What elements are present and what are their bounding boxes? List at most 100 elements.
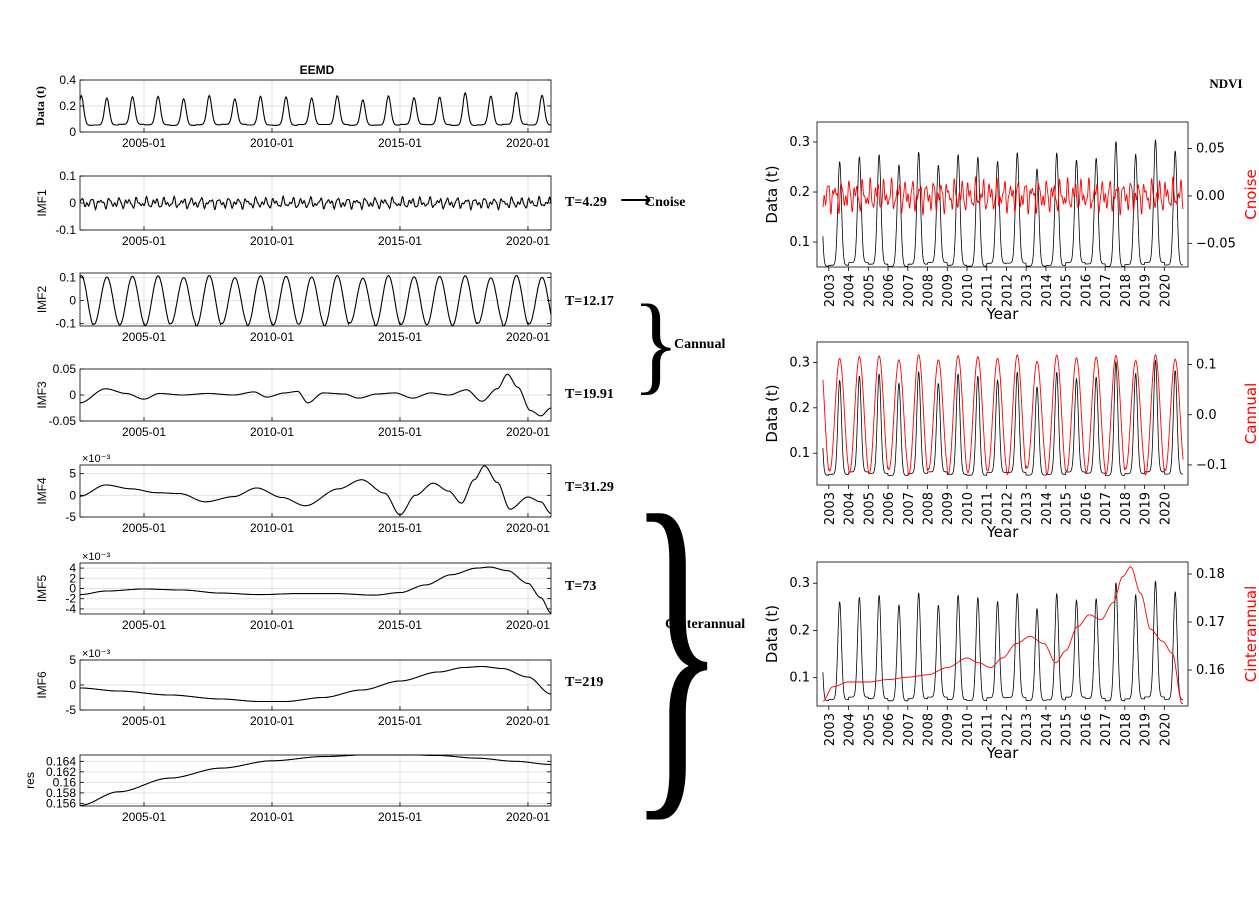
x-tick-label: 2019 xyxy=(1139,713,1154,746)
x-tick-label: 2018 xyxy=(1119,492,1134,525)
x-tick-label: 2005-01 xyxy=(122,810,166,824)
x-tick-label: 2010 xyxy=(961,713,976,746)
x-tick-label: 2020-01 xyxy=(506,810,550,824)
eemd-panel: -0.1 0 0.1 2005-01 2010-01 2015-01 2020-01 IMF1… xyxy=(35,169,607,248)
x-tick-label: 2005-01 xyxy=(122,136,166,150)
period-label: T=73 xyxy=(565,579,596,594)
series-line xyxy=(822,139,1184,267)
x-tick-label: 2011 xyxy=(981,713,996,746)
y2-axis-label: Cannual xyxy=(1242,383,1259,445)
y2-tick-label: 0.00 xyxy=(1196,189,1225,204)
y-tick-label: 0.162 xyxy=(46,765,76,779)
x-tick-label: 2005-01 xyxy=(122,425,166,439)
y-tick-label: -5 xyxy=(65,703,76,717)
x-tick-label: 2007 xyxy=(902,713,917,746)
y-tick-label: -5 xyxy=(65,510,76,524)
series-line xyxy=(79,274,552,327)
y-tick-label: 0.158 xyxy=(46,786,76,800)
y-tick-label: 0 xyxy=(69,582,76,596)
x-tick-label: 2005-01 xyxy=(122,521,166,535)
x-tick-label: 2014 xyxy=(1040,274,1055,307)
eemd-panel: -5 0 5 2005-01 2010-01 2015-01 2020-01 IMF4 ×10⁻… xyxy=(35,453,614,535)
x-tick-label: 2020-01 xyxy=(506,521,550,535)
y2-tick-label: 0.18 xyxy=(1196,567,1225,582)
axes-frame xyxy=(79,754,552,807)
x-tick-label: 2009 xyxy=(941,492,956,525)
series-line xyxy=(79,194,552,212)
x-tick-label: 2007 xyxy=(902,274,917,307)
brace-icon-annual: } xyxy=(632,282,680,404)
y-tick-label: 0.3 xyxy=(789,355,810,370)
x-tick-label: 2005-01 xyxy=(122,618,166,632)
period-label: T=219 xyxy=(565,675,603,690)
y-tick-label: 0.164 xyxy=(46,754,76,768)
y-axis-label: IMF5 xyxy=(35,575,49,603)
x-tick-label: 2019 xyxy=(1139,492,1154,525)
y-tick-label: -2 xyxy=(65,592,76,606)
x-tick-label: 2017 xyxy=(1099,492,1114,525)
y-tick-label: 0 xyxy=(69,388,76,402)
axes-frame xyxy=(79,272,552,327)
ndvi-panel: 0.1 0.2 0.3 −0.05 0.00 0.05 2003 2004 2005 2006 20… xyxy=(763,121,1259,323)
y-tick-label: 5 xyxy=(69,467,76,481)
y-tick-label: 0 xyxy=(69,196,76,210)
axes-frame xyxy=(816,341,1189,486)
x-tick-label: 2011 xyxy=(981,492,996,525)
x-tick-label: 2013 xyxy=(1020,713,1035,746)
y2-tick-label: −0.05 xyxy=(1196,236,1236,251)
x-tick-label: 2010-01 xyxy=(250,810,294,824)
y-tick-label: 0.2 xyxy=(789,185,810,200)
series-line xyxy=(822,175,1184,216)
x-tick-label: 2020-01 xyxy=(506,330,550,344)
x-axis-label: Year xyxy=(986,523,1020,541)
y-tick-label: -0.1 xyxy=(55,317,76,331)
y-axis-label: Data (t) xyxy=(33,86,47,126)
x-tick-label: 2012 xyxy=(1000,492,1015,525)
y-tick-label: 0.1 xyxy=(59,271,76,285)
y-axis-label: IMF6 xyxy=(35,671,49,699)
y-tick-label: 0 xyxy=(69,488,76,502)
y-tick-label: 0.2 xyxy=(59,99,76,113)
x-tick-label: 2010 xyxy=(961,274,976,307)
y-tick-label: 0 xyxy=(69,678,76,692)
x-tick-label: 2009 xyxy=(941,713,956,746)
x-tick-label: 2020-01 xyxy=(506,425,550,439)
group-label-cnoise: Cnoise xyxy=(645,195,685,210)
ndvi-title: NDVI xyxy=(1209,76,1242,91)
scale-note: ×10⁻³ xyxy=(82,551,110,563)
axes-frame xyxy=(79,464,552,518)
y-axis-label: IMF2 xyxy=(35,286,49,314)
y-tick-label: 0.1 xyxy=(789,446,810,461)
x-tick-label: 2014 xyxy=(1040,713,1055,746)
x-tick-label: 2005-01 xyxy=(122,714,166,728)
group-label-cinterannual: Cinterannual xyxy=(665,617,745,632)
x-tick-label: 2003 xyxy=(823,492,838,525)
x-tick-label: 2018 xyxy=(1119,274,1134,307)
x-tick-label: 2010-01 xyxy=(250,618,294,632)
y2-axis-label: Cinterannual xyxy=(1242,586,1259,683)
y2-tick-label: −0.1 xyxy=(1196,458,1228,473)
x-tick-label: 2015-01 xyxy=(378,618,422,632)
ndvi-panel: 0.1 0.2 0.3 0.16 0.17 0.18 2003 2004 2005 2006 200… xyxy=(763,561,1259,762)
period-label: T=12.17 xyxy=(565,294,614,309)
eemd-panel: 0 0.2 0.4 2005-01 2010-01 2015-01 2020-01 Data … xyxy=(33,73,552,150)
x-tick-label: 2010-01 xyxy=(250,234,294,248)
series-line xyxy=(822,360,1184,476)
period-label: T=19.91 xyxy=(565,387,614,402)
y-tick-label: 0.2 xyxy=(789,623,810,638)
y2-tick-label: 0.17 xyxy=(1196,615,1225,630)
x-tick-label: 2010-01 xyxy=(250,521,294,535)
series-line xyxy=(80,665,551,703)
x-tick-label: 2005 xyxy=(862,492,877,525)
y2-tick-label: 0.0 xyxy=(1196,408,1217,423)
period-label: T=31.29 xyxy=(565,480,614,495)
x-tick-label: 2018 xyxy=(1119,713,1134,746)
x-tick-label: 2006 xyxy=(882,492,897,525)
x-tick-label: 2010-01 xyxy=(250,330,294,344)
eemd-panels: 0 0.2 0.4 2005-01 2010-01 2015-01 2020-01 Data … xyxy=(23,73,614,824)
y-tick-label: 4 xyxy=(69,561,76,575)
series-line xyxy=(80,566,552,614)
series-line xyxy=(79,91,552,126)
